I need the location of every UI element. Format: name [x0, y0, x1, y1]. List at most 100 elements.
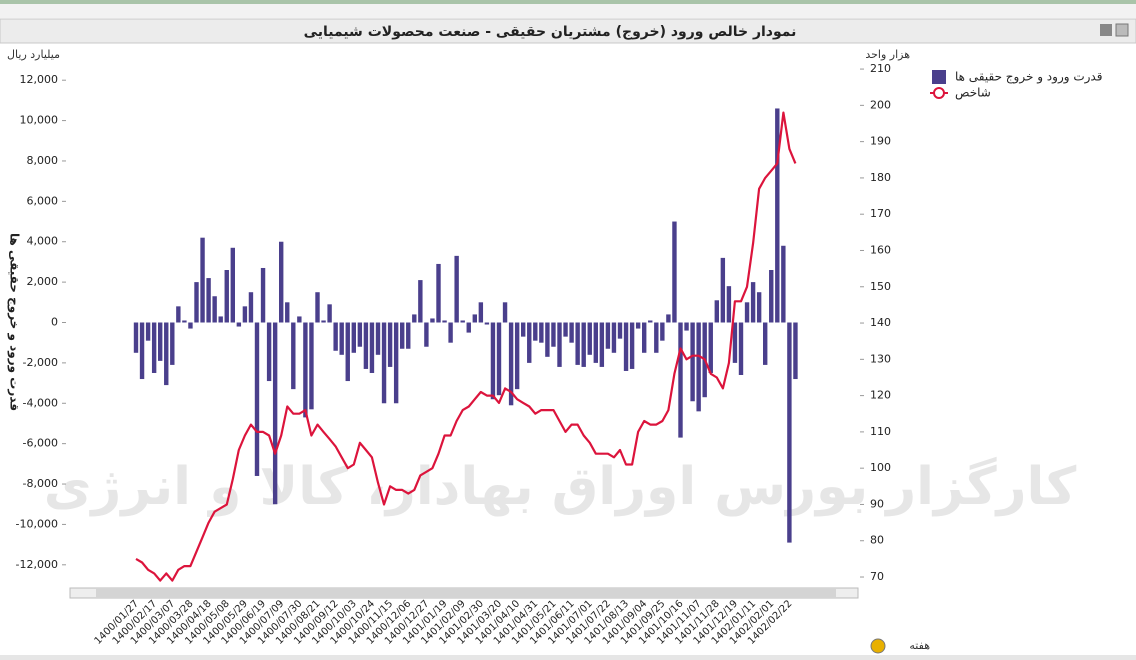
- bar: [466, 322, 471, 333]
- bar: [393, 322, 399, 404]
- y-tick-label: 12,000: [20, 73, 59, 86]
- bar: [230, 247, 235, 323]
- window-icon[interactable]: [1115, 23, 1129, 37]
- y2-tick-label: 80: [870, 534, 884, 547]
- line: [135, 111, 797, 582]
- bar: [151, 322, 157, 373]
- bar: [345, 322, 350, 382]
- bar: [472, 314, 477, 323]
- bar: [285, 302, 290, 323]
- bar: [454, 255, 459, 323]
- bar: [569, 322, 574, 343]
- y2-tick-label: 200: [870, 98, 891, 111]
- y2-tick-label: 120: [870, 389, 891, 402]
- bar: [242, 306, 248, 323]
- legend-label: قدرت ورود و خروج حقیقی ها: [955, 70, 1102, 85]
- bar: [170, 322, 175, 365]
- refresh-icon[interactable]: [870, 638, 886, 654]
- bar: [654, 322, 659, 353]
- bar: [605, 322, 611, 349]
- bar: [254, 322, 260, 476]
- bar: [272, 322, 278, 505]
- bar: [315, 292, 320, 323]
- bar: [279, 241, 284, 323]
- bar: [793, 322, 798, 380]
- bar: [781, 245, 786, 323]
- bar: [430, 318, 435, 323]
- bar: [333, 322, 338, 351]
- bar: [539, 322, 544, 343]
- y-tick-label: -12,000: [16, 558, 58, 571]
- scroll-thumb[interactable]: [96, 589, 836, 597]
- print-icon[interactable]: [1100, 24, 1112, 36]
- bar: [551, 322, 556, 347]
- bar: [164, 322, 169, 386]
- bar: [424, 322, 429, 347]
- bar: [678, 322, 683, 438]
- y-tick-label: 6,000: [27, 194, 59, 207]
- y2-unit: هزار واحد: [865, 48, 910, 61]
- bar: [357, 322, 363, 347]
- y-tick-label: 10,000: [20, 114, 59, 127]
- bar: [666, 314, 671, 323]
- bar: [188, 322, 193, 329]
- bar: [545, 322, 550, 357]
- y2-tick-label: 180: [870, 171, 891, 184]
- bar: [484, 322, 490, 325]
- bar: [502, 302, 508, 323]
- y-tick-label: 4,000: [27, 235, 59, 248]
- bar: [617, 322, 623, 339]
- bar: [557, 322, 562, 367]
- bar: [623, 322, 629, 371]
- y-tick-label: -6,000: [23, 437, 58, 450]
- bar: [787, 322, 792, 543]
- bar: [496, 322, 502, 396]
- y-tick-label: 2,000: [27, 275, 59, 288]
- bar: [563, 322, 568, 337]
- top-border: [0, 0, 1136, 4]
- bar: [224, 270, 229, 323]
- bar: [412, 314, 417, 323]
- bar: [514, 322, 520, 390]
- bar: [635, 322, 641, 329]
- bar: [236, 322, 242, 327]
- bar: [533, 322, 538, 341]
- bar: [309, 322, 314, 410]
- y2-tick-label: 170: [870, 207, 891, 220]
- y2-tick-label: 110: [870, 425, 891, 438]
- legend-swatch: [932, 70, 946, 84]
- legend-label: شاخص: [955, 86, 991, 101]
- bar: [478, 302, 484, 323]
- bar: [406, 322, 411, 349]
- y2-tick-label: 90: [870, 497, 884, 510]
- bar: [418, 280, 423, 323]
- bar: [744, 302, 750, 323]
- bar: [490, 322, 496, 400]
- title-bar: [0, 18, 1136, 44]
- bar: [387, 322, 393, 367]
- y2-tick-label: 130: [870, 352, 891, 365]
- bar: [369, 322, 375, 373]
- chart-title: نمودار خالص ورود (خروج) مشتریان حقیقی - …: [304, 24, 797, 40]
- bar: [575, 322, 580, 365]
- bar: [775, 108, 780, 323]
- bar: [726, 286, 732, 323]
- bar: [176, 306, 181, 323]
- y2-tick-label: 100: [870, 461, 891, 474]
- bar: [587, 322, 592, 355]
- bar: [684, 322, 689, 331]
- bar: [696, 322, 701, 412]
- bar: [732, 322, 738, 363]
- bar: [521, 322, 526, 337]
- bar: [436, 263, 441, 323]
- bar: [460, 320, 465, 323]
- bar: [660, 322, 665, 341]
- bar: [158, 322, 163, 361]
- bar: [714, 300, 719, 323]
- bar: [303, 322, 308, 418]
- toolbar: [0, 4, 1136, 18]
- watermark: کارگزار بورس اوراق بهادار، کالا و انرژی: [44, 456, 1077, 517]
- bar: [139, 322, 145, 380]
- bar: [381, 322, 387, 404]
